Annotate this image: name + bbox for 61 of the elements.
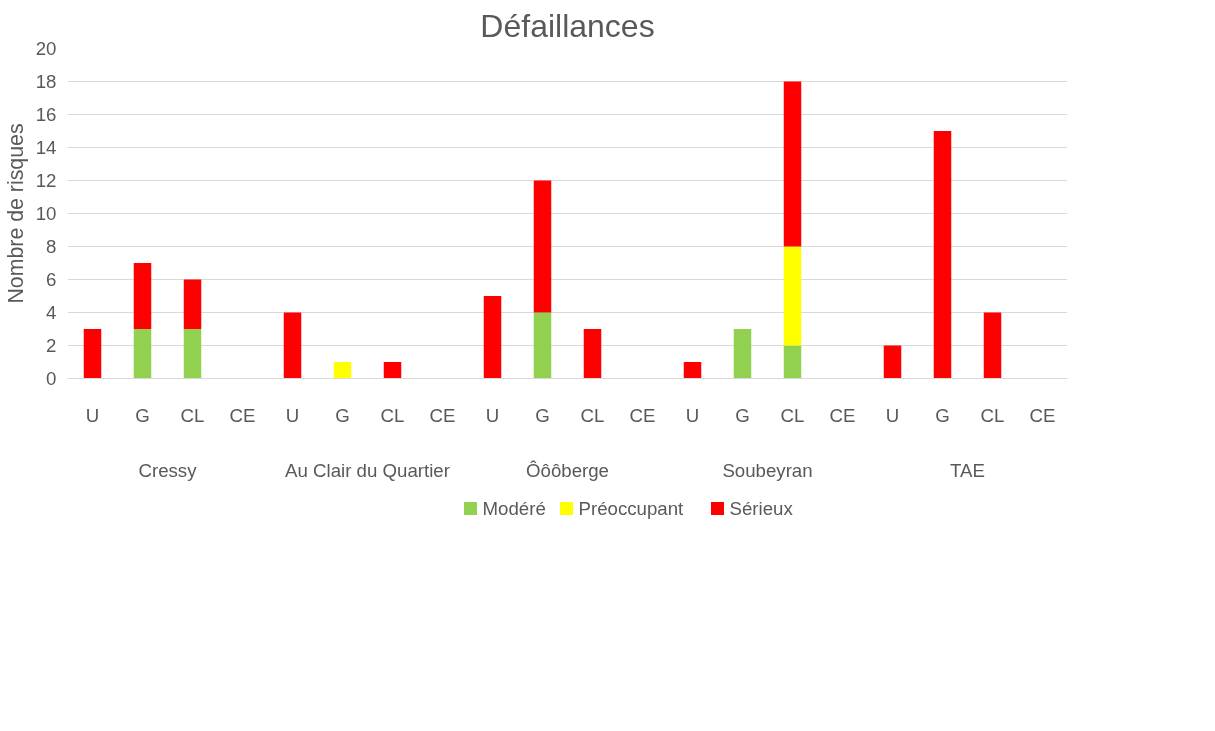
x-tick-label: U: [485, 404, 500, 426]
y-tick-label: 10: [35, 203, 57, 224]
y-tick-label: 0: [46, 368, 57, 389]
x-tick-label: U: [885, 404, 900, 426]
x-tick-label: CE: [629, 404, 656, 426]
x-tick-label: U: [285, 404, 300, 426]
bar: [783, 345, 802, 379]
chart-title: Défaillances: [480, 7, 655, 44]
bar: [583, 329, 602, 379]
text: Cressy: [138, 459, 198, 481]
bar: [283, 312, 302, 379]
x-tick-label: G: [535, 404, 550, 426]
y-axis-title: Nombre de risques: [3, 123, 28, 304]
x-tick-label: CL: [780, 404, 805, 426]
legend-label: Préoccupant: [578, 498, 685, 519]
bar: [883, 345, 902, 379]
bar: [133, 263, 152, 329]
x-tick-label: G: [735, 404, 750, 426]
x-tick-label: CL: [580, 404, 605, 426]
text: Au Clair du Quartier: [285, 459, 450, 481]
bar: [333, 362, 352, 379]
bar: [533, 312, 552, 379]
bar: [533, 180, 552, 313]
x-tick-label: CL: [380, 404, 405, 426]
bar: [683, 362, 702, 379]
x-tick-label: U: [85, 404, 100, 426]
legend-label: Modéré: [482, 498, 546, 519]
y-tick-label: 14: [35, 137, 57, 158]
text: Ôôôberge: [526, 459, 609, 481]
y-tick-label: 20: [35, 38, 57, 59]
bar: [383, 362, 402, 379]
bar: [783, 81, 802, 247]
x-tick-label: CL: [180, 404, 205, 426]
bar: [133, 329, 152, 379]
x-tick-label: G: [135, 404, 150, 426]
y-tick-label: 16: [35, 104, 57, 125]
bar: [483, 296, 502, 379]
bar: [83, 329, 102, 379]
x-tick-label: U: [685, 404, 700, 426]
x-tick-label: CE: [229, 404, 256, 426]
bar: [983, 312, 1002, 379]
bar: [183, 329, 202, 379]
x-tick-label: G: [335, 404, 350, 426]
x-tick-label: CE: [1029, 404, 1056, 426]
bar: [783, 246, 802, 346]
y-tick-label: 18: [35, 71, 57, 92]
y-tick-label: 12: [35, 170, 57, 191]
x-tick-label: CE: [429, 404, 456, 426]
text: TAE: [950, 459, 985, 481]
y-tick-label: 8: [46, 236, 57, 257]
y-tick-label: 6: [46, 269, 57, 290]
text: Soubeyran: [722, 459, 813, 481]
x-tick-label: CL: [980, 404, 1005, 426]
bar: [733, 329, 752, 379]
y-tick-label: 4: [46, 302, 57, 323]
bar: [933, 131, 952, 379]
y-tick-label: 2: [46, 335, 57, 356]
bar: [183, 279, 202, 329]
legend-label: Sérieux: [729, 498, 794, 519]
x-tick-label: G: [935, 404, 950, 426]
x-tick-label: CE: [829, 404, 856, 426]
